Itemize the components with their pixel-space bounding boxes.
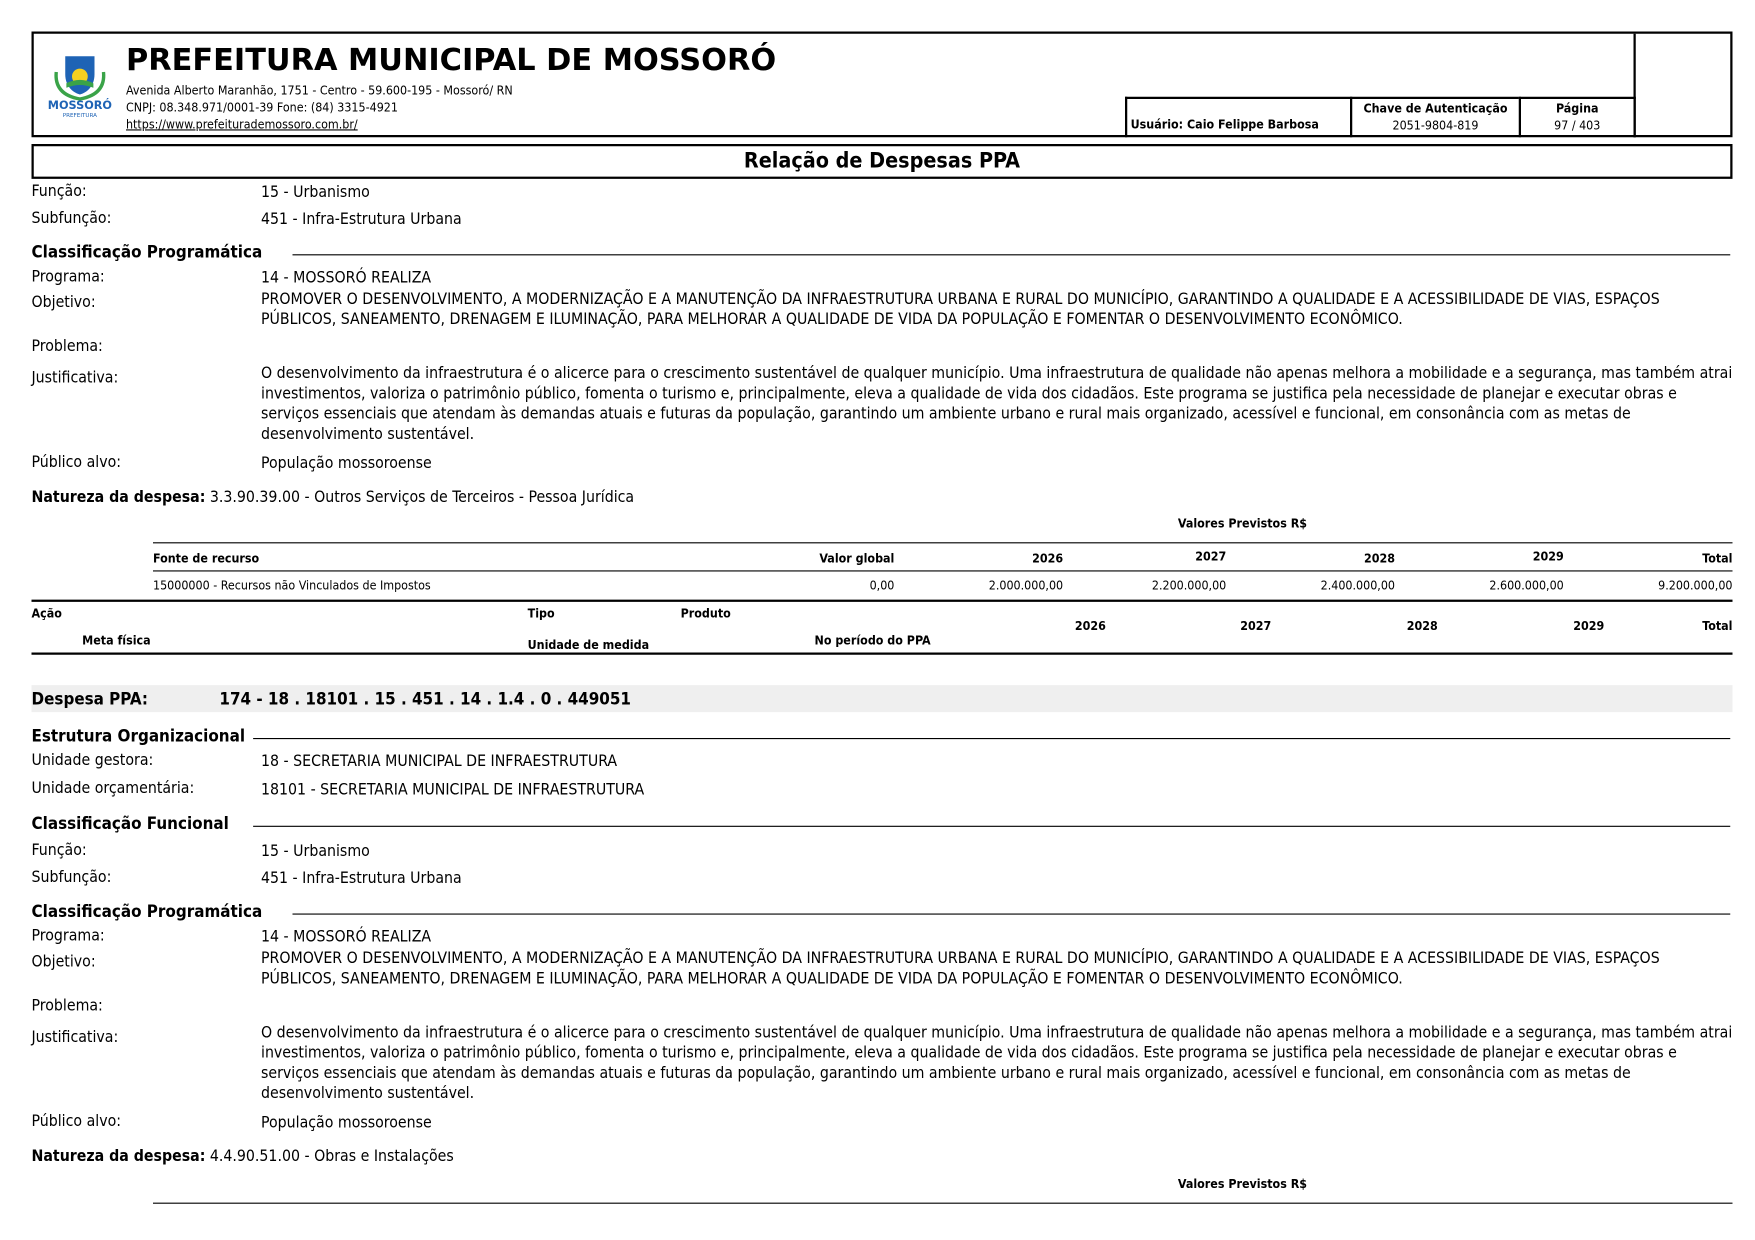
cell-2029: 2.600.000,00 <box>1489 578 1564 593</box>
justificativa-label: Justificativa: <box>31 1028 119 1047</box>
page-label: Página <box>1555 101 1599 116</box>
col-2029: 2029 <box>1532 549 1564 564</box>
despesa-code: 174 - 18 . 18101 . 15 . 451 . 14 . 1.4 .… <box>219 688 631 709</box>
cell-2027: 2.200.000,00 <box>1151 578 1227 593</box>
org-title: PREFEITURA MUNICIPAL DE MOSSORÓ <box>126 42 777 78</box>
valores-previstos-label: Valores Previstos R$ <box>1177 516 1308 531</box>
section-rule <box>292 254 1731 256</box>
section-classificacao-programatica: Classificação Programática <box>31 241 263 263</box>
programa-value: 14 - MOSSORÓ REALIZA <box>261 928 432 947</box>
auth-value: 2051-9804-819 <box>1392 118 1479 133</box>
objetivo-value: PROMOVER O DESENVOLVIMENTO, A MODERNIZAÇ… <box>261 290 1660 329</box>
section-rule <box>253 825 1731 827</box>
publico-value: População mossoroense <box>261 454 432 473</box>
gestora-value: 18 - SECRETARIA MUNICIPAL DE INFRAESTRUT… <box>261 752 618 771</box>
cell-2028: 2.400.000,00 <box>1320 578 1395 593</box>
despesa-label: Despesa PPA: <box>31 688 149 709</box>
justificativa-value: O desenvolvimento da infraestrutura é o … <box>261 364 1733 444</box>
page-cell: Página 97 / 403 <box>1518 96 1636 138</box>
col-fonte: Fonte de recurso <box>153 551 260 566</box>
natureza-line: Natureza da despesa: 3.3.90.39.00 - Outr… <box>32 488 635 506</box>
subfuncao-value: 451 - Infra-Estrutura Urbana <box>261 210 462 229</box>
funcao-value: 15 - Urbanismo <box>261 842 370 861</box>
col-2026: 2026 <box>1032 551 1064 566</box>
justificativa-value: O desenvolvimento da infraestrutura é o … <box>261 1023 1733 1103</box>
objetivo-value: PROMOVER O DESENVOLVIMENTO, A MODERNIZAÇ… <box>261 949 1660 988</box>
problema-label: Problema: <box>31 337 103 356</box>
natureza-value: 3.3.90.39.00 - Outros Serviços de Tercei… <box>209 488 635 507</box>
gestora-label: Unidade gestora: <box>31 751 154 770</box>
report-title: Relação de Despesas PPA <box>31 144 1733 179</box>
cell-2026: 2.000.000,00 <box>988 578 1064 593</box>
cell-valor-global: 0,00 <box>869 578 895 593</box>
problema-label: Problema: <box>31 996 103 1015</box>
col-meta-total: Total <box>1702 618 1733 634</box>
section-rule <box>292 913 1731 915</box>
funcao-value: 15 - Urbanismo <box>261 183 370 202</box>
programa-label: Programa: <box>31 927 105 945</box>
publico-label: Público alvo: <box>31 1112 122 1131</box>
section-classificacao-programatica: Classificação Programática <box>31 901 263 922</box>
col-meta-2026: 2026 <box>1074 618 1106 634</box>
section-rule <box>253 738 1731 740</box>
auth-label: Chave de Autenticação <box>1363 101 1508 116</box>
col-tipo: Tipo <box>527 606 555 621</box>
subfuncao-label: Subfunção: <box>31 209 112 228</box>
page-value: 97 / 403 <box>1554 118 1601 133</box>
col-produto: Produto <box>680 606 731 621</box>
table-rule <box>153 1202 1733 1204</box>
col-periodo: No período do PPA <box>814 633 931 648</box>
table-rule <box>31 652 1733 655</box>
natureza-label: Natureza da despesa: <box>31 1147 206 1166</box>
subfuncao-value: 451 - Infra-Estrutura Urbana <box>261 869 462 888</box>
org-website-link[interactable]: https://www.prefeiturademossoro.com.br/ <box>126 117 358 132</box>
publico-value: População mossoroense <box>261 1113 432 1132</box>
programa-label: Programa: <box>31 267 105 286</box>
table-rule <box>153 542 1733 544</box>
header-divider <box>1633 33 1636 138</box>
auth-cell: Chave de Autenticação 2051-9804-819 <box>1350 96 1519 138</box>
table-rule <box>31 599 1733 602</box>
objetivo-label: Objetivo: <box>31 293 96 312</box>
orcamentaria-value: 18101 - SECRETARIA MUNICIPAL DE INFRAEST… <box>261 780 645 799</box>
col-meta-2028: 2028 <box>1406 618 1438 634</box>
section-classificacao-funcional: Classificação Funcional <box>31 813 229 834</box>
col-meta-fisica: Meta física <box>82 633 151 648</box>
col-2028: 2028 <box>1364 551 1395 566</box>
despesa-ppa-bar: Despesa PPA: 174 - 18 . 18101 . 15 . 451… <box>31 685 1733 713</box>
col-2027: 2027 <box>1195 549 1227 564</box>
section-estrutura-organizacional: Estrutura Organizacional <box>31 725 246 746</box>
cell-fonte: 15000000 - Recursos não Vinculados de Im… <box>153 578 431 593</box>
natureza-label: Natureza da despesa: <box>31 488 206 507</box>
orcamentaria-label: Unidade orçamentária: <box>31 779 195 798</box>
svg-text:PREFEITURA: PREFEITURA <box>63 113 97 119</box>
col-meta-2029: 2029 <box>1573 618 1605 634</box>
svg-text:MOSSORÓ: MOSSORÓ <box>48 99 112 112</box>
natureza-line: Natureza da despesa: 4.4.90.51.00 - Obra… <box>32 1148 454 1166</box>
objetivo-label: Objetivo: <box>31 952 96 971</box>
funcao-label: Função: <box>31 841 87 860</box>
col-total: Total <box>1702 551 1733 566</box>
col-valor-global: Valor global <box>819 551 895 566</box>
table-rule <box>153 570 1733 572</box>
funcao-label: Função: <box>31 182 87 201</box>
col-unidade: Unidade de medida <box>527 637 650 653</box>
justificativa-label: Justificativa: <box>31 369 119 387</box>
user-cell: Usuário: Caio Felippe Barbosa <box>1125 96 1350 138</box>
cell-total: 9.200.000,00 <box>1658 578 1733 593</box>
publico-label: Público alvo: <box>31 453 122 472</box>
col-acao: Ação <box>31 606 62 621</box>
valores-previstos-label: Valores Previstos R$ <box>1177 1176 1308 1192</box>
natureza-value: 4.4.90.51.00 - Obras e Instalações <box>209 1147 454 1166</box>
org-contact: CNPJ: 08.348.971/0001-39 Fone: (84) 3315… <box>126 100 398 115</box>
mossoro-logo: MOSSORÓ PREFEITURA <box>45 50 115 120</box>
report-header: MOSSORÓ PREFEITURA PREFEITURA MUNICIPAL … <box>31 31 1733 138</box>
col-meta-2027: 2027 <box>1240 618 1272 634</box>
subfuncao-label: Subfunção: <box>31 868 112 887</box>
org-address: Avenida Alberto Maranhão, 1751 - Centro … <box>126 83 513 98</box>
programa-value: 14 - MOSSORÓ REALIZA <box>261 268 432 287</box>
